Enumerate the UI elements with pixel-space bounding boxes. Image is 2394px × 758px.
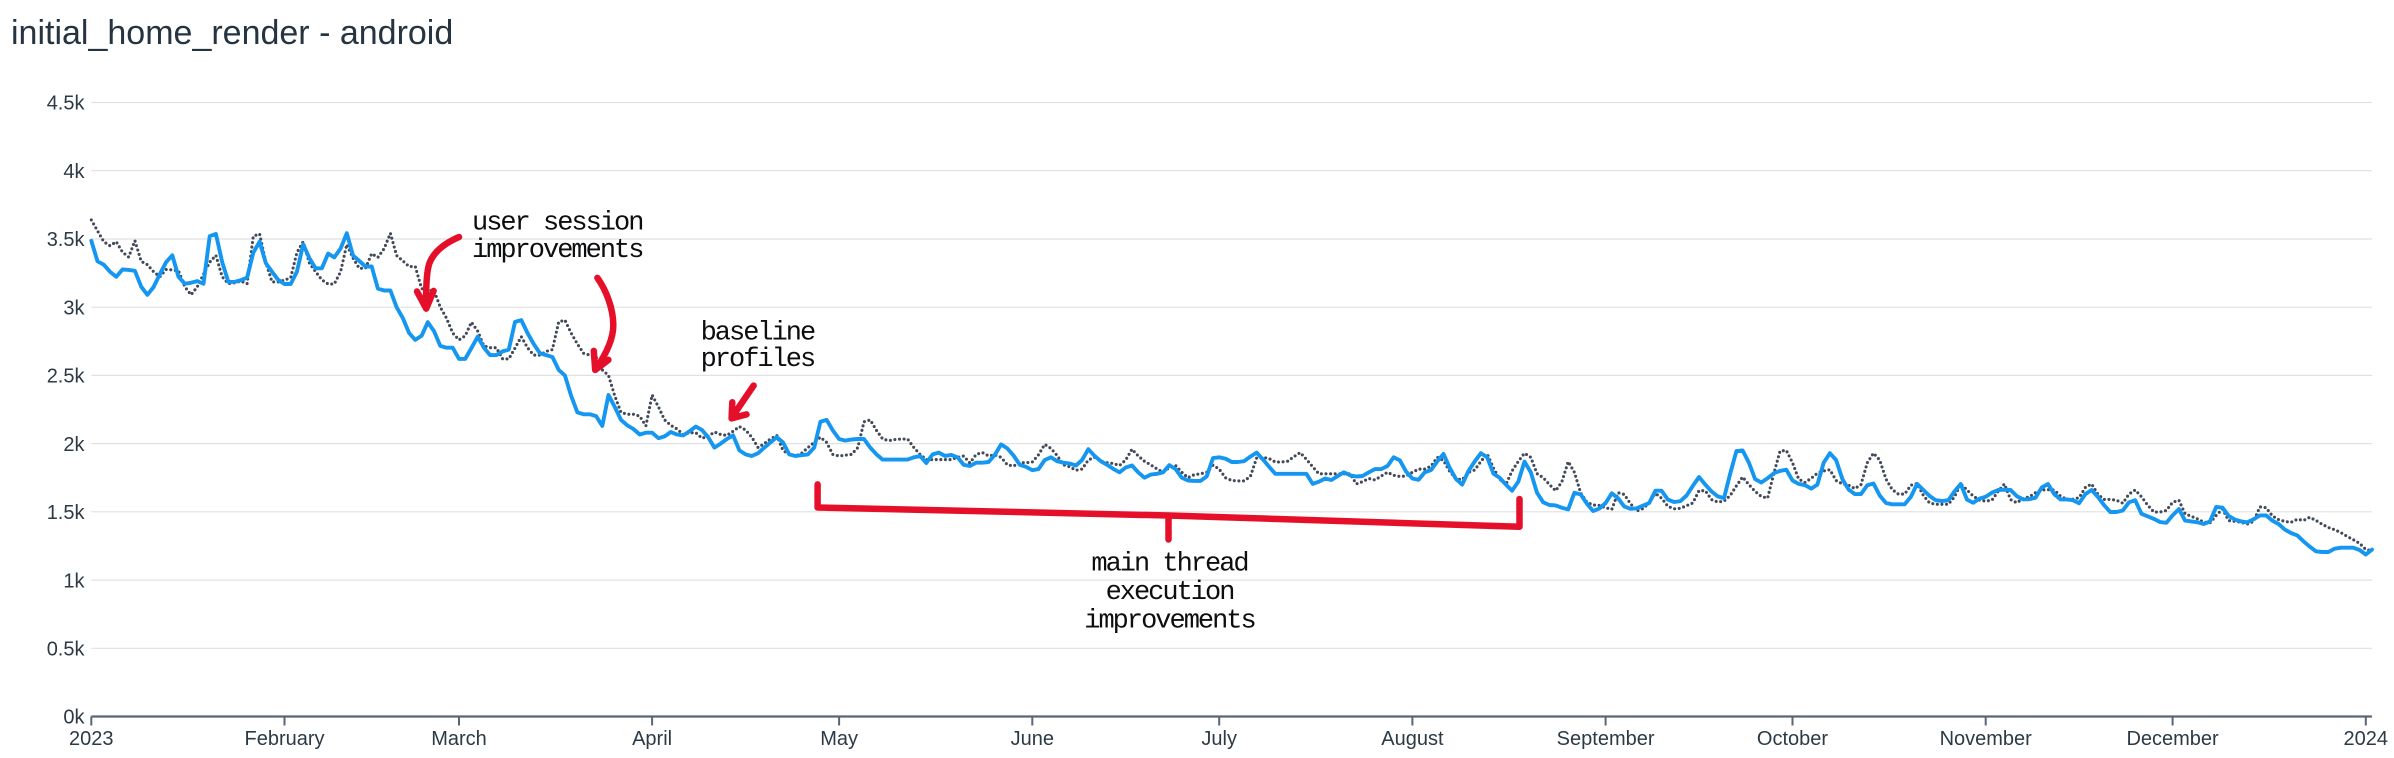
svg-text:baseline: baseline [701, 318, 815, 348]
svg-text:2.5k: 2.5k [47, 366, 86, 388]
svg-text:2023: 2023 [69, 728, 114, 750]
svg-text:4.5k: 4.5k [47, 93, 86, 115]
svg-text:user session: user session [472, 208, 642, 238]
svg-text:1k: 1k [63, 570, 85, 592]
svg-text:August: August [1381, 728, 1444, 750]
svg-text:December: December [2126, 728, 2219, 750]
svg-text:October: October [1757, 728, 1828, 750]
svg-text:November: November [1940, 728, 2033, 750]
svg-text:September: September [1557, 728, 1655, 750]
svg-text:February: February [244, 728, 324, 750]
svg-text:improvements: improvements [472, 236, 642, 266]
svg-text:2024: 2024 [2344, 728, 2389, 750]
svg-text:3.5k: 3.5k [47, 229, 86, 251]
svg-text:execution: execution [1106, 578, 1234, 608]
svg-text:0k: 0k [63, 707, 85, 729]
svg-text:April: April [632, 728, 672, 750]
svg-text:2k: 2k [63, 434, 85, 456]
svg-text:3k: 3k [63, 297, 85, 319]
svg-text:initial_home_render - android: initial_home_render - android [11, 14, 453, 52]
svg-text:March: March [431, 728, 487, 750]
svg-text:main thread: main thread [1091, 549, 1247, 579]
svg-text:4k: 4k [63, 161, 85, 183]
svg-text:July: July [1201, 728, 1237, 750]
svg-text:0.5k: 0.5k [47, 639, 86, 661]
svg-text:improvements: improvements [1084, 606, 1254, 636]
svg-text:June: June [1011, 728, 1054, 750]
svg-text:profiles: profiles [701, 345, 815, 375]
svg-text:May: May [820, 728, 858, 750]
svg-text:1.5k: 1.5k [47, 502, 86, 524]
